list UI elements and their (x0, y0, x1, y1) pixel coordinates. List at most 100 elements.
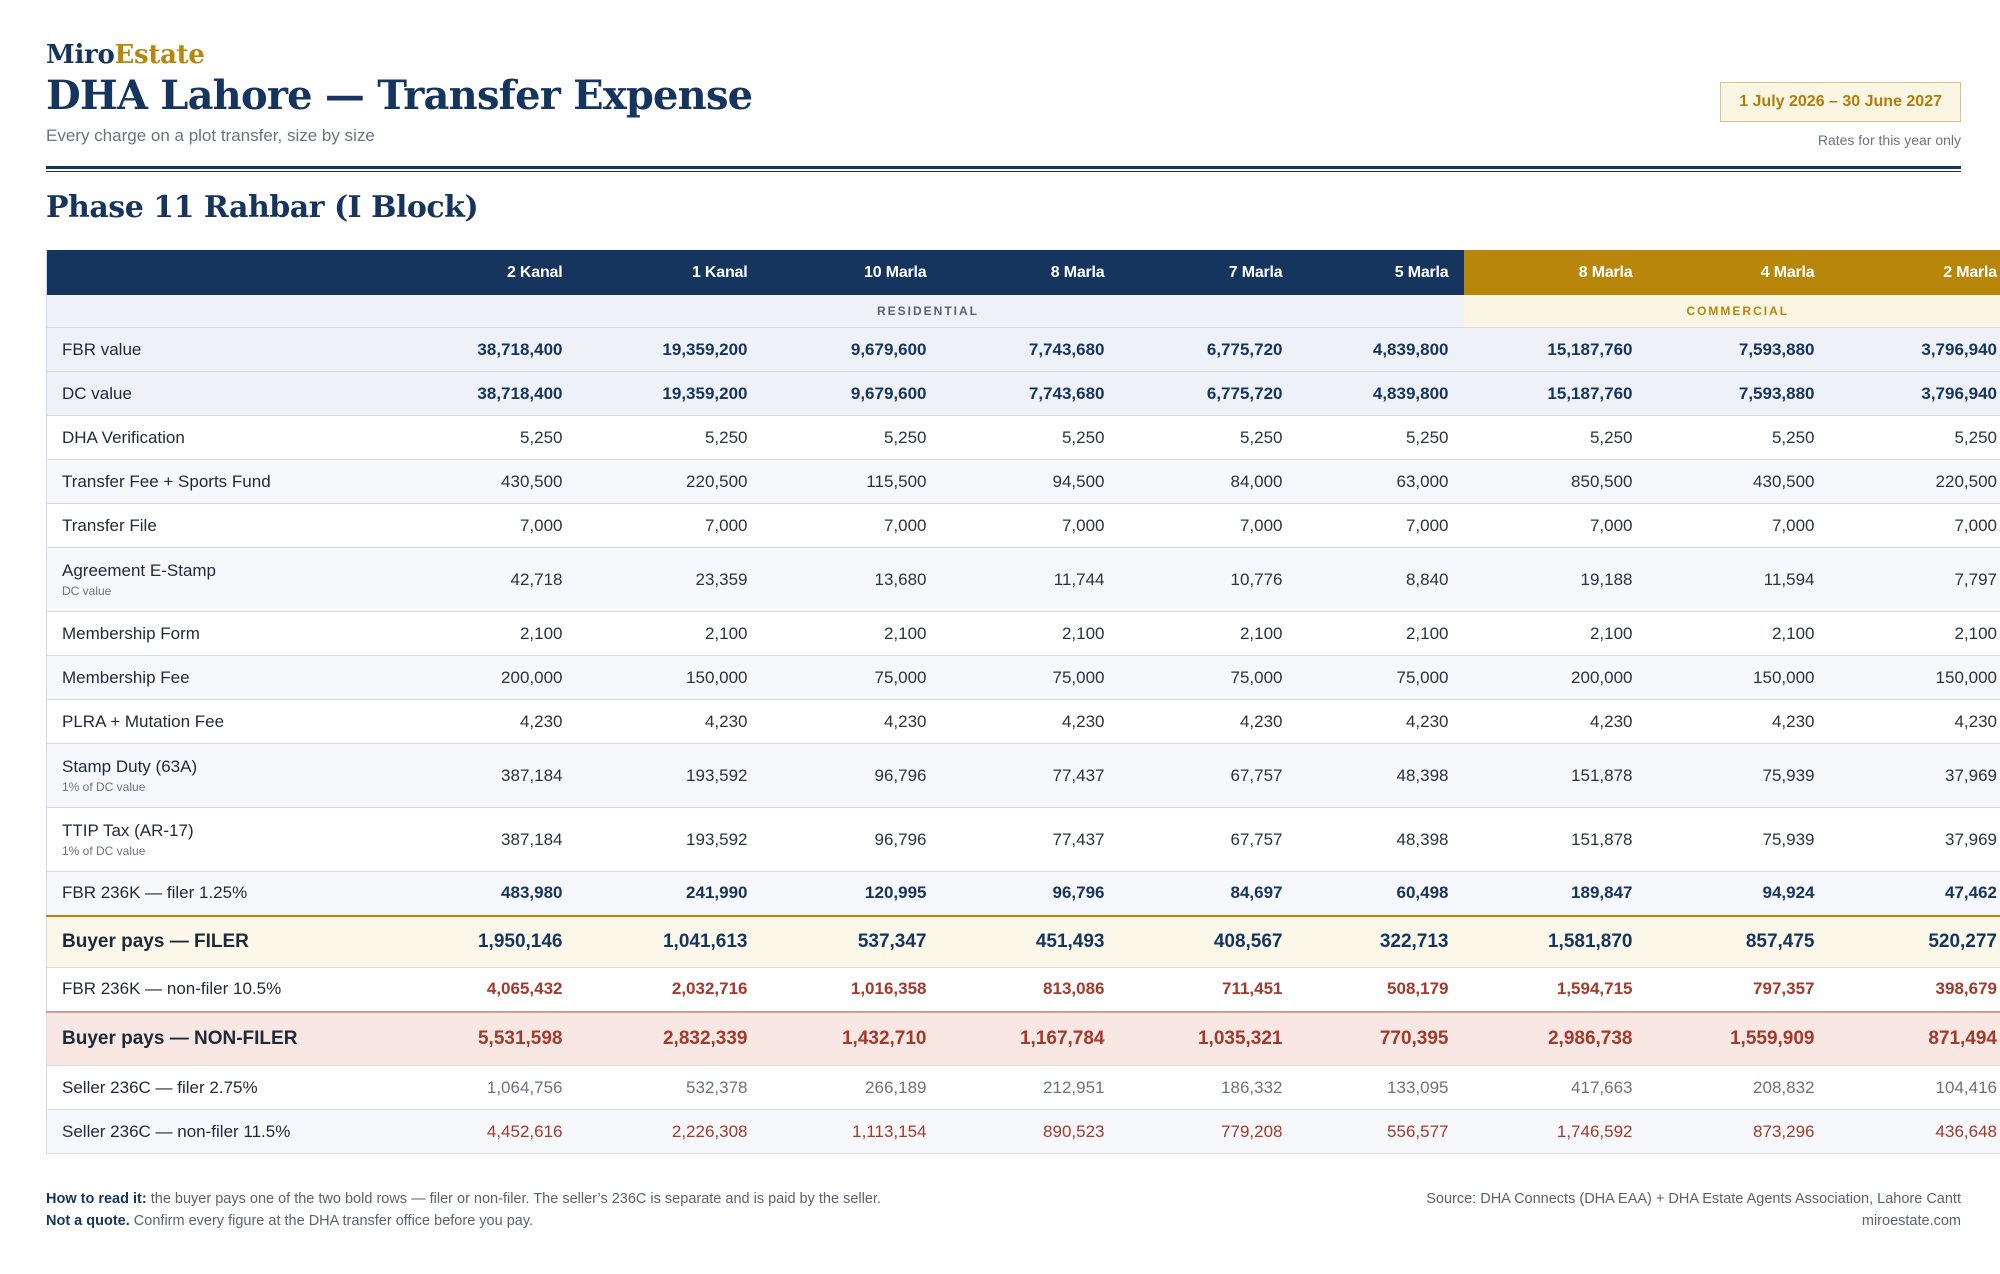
value-cell: 75,000 (1119, 655, 1298, 700)
value-cell: 1,950,146 (392, 914, 578, 968)
row-label-text: Seller 236C — non-filer 11.5% (62, 1121, 291, 1141)
value-cell: 1,559,909 (1647, 1010, 1830, 1066)
value-cell: 322,713 (1297, 914, 1464, 968)
value-cell: 120,995 (762, 871, 942, 916)
table-row: Membership Fee 200,000 150,000 75,000 75,000… (46, 655, 2000, 700)
value-cell: 200,000 (1463, 655, 1648, 700)
value-cell: 37,969 (1829, 807, 2000, 872)
value-cell: 7,000 (577, 503, 763, 548)
how-label: How to read it: (46, 1191, 147, 1207)
value-cell: 75,939 (1647, 807, 1830, 872)
value-cell: 7,000 (1119, 503, 1298, 548)
value-cell: 430,500 (392, 459, 578, 504)
website-link[interactable]: miroestate.com (1861, 1213, 1961, 1229)
group-commercial: COMMERCIAL (1463, 295, 2000, 328)
table-row: TTIP Tax (AR-17) 1% of DC value 387,184 193… (46, 807, 2000, 872)
col-header-commercial: 8 Marla (1463, 250, 1648, 295)
value-cell: 96,796 (762, 807, 942, 872)
value-cell: 104,416 (1829, 1065, 2000, 1110)
table-row: Buyer pays — NON-FILER 5,531,598 2,832,339… (46, 1010, 2000, 1066)
value-cell: 75,000 (1297, 655, 1464, 700)
row-note: DC value (62, 584, 112, 598)
value-cell: 186,332 (1119, 1065, 1298, 1110)
value-cell: 208,832 (1647, 1065, 1830, 1110)
row-label-text: Buyer pays — FILER (62, 930, 249, 952)
value-cell: 7,000 (1297, 503, 1464, 548)
row-label-text: FBR 236K — filer 1.25% (62, 883, 248, 903)
value-cell: 5,250 (1647, 415, 1830, 460)
date-range-badge: 1 July 2026 – 30 June 2027 (1720, 82, 1961, 122)
col-header: 2 Kanal (392, 250, 578, 295)
value-cell: 4,230 (1829, 699, 2000, 744)
quote-text: Confirm every figure at the DHA transfer… (129, 1213, 534, 1229)
value-cell: 1,016,358 (762, 967, 942, 1012)
value-cell: 7,593,880 (1647, 327, 1830, 372)
value-cell: 7,000 (941, 503, 1120, 548)
table-row: FBR 236K — non-filer 10.5% 4,065,432 2,032… (46, 967, 2000, 1012)
value-cell: 19,359,200 (577, 371, 763, 416)
value-cell: 2,100 (577, 611, 763, 656)
value-cell: 67,757 (1119, 807, 1298, 872)
group-row: RESIDENTIAL COMMERCIAL (46, 295, 2000, 328)
value-cell: 5,250 (392, 415, 578, 460)
value-cell: 520,277 (1829, 914, 2000, 968)
value-cell: 96,796 (941, 871, 1120, 916)
value-cell: 4,452,616 (392, 1109, 578, 1154)
value-cell: 8,840 (1297, 547, 1464, 612)
value-cell: 189,847 (1463, 871, 1648, 916)
value-cell: 13,680 (762, 547, 942, 612)
value-cell: 7,000 (1829, 503, 2000, 548)
group-blank (46, 295, 393, 328)
value-cell: 436,648 (1829, 1109, 2000, 1154)
value-cell: 532,378 (577, 1065, 763, 1110)
row-label-text: Seller 236C — filer 2.75% (62, 1077, 258, 1097)
value-cell: 11,594 (1647, 547, 1830, 612)
value-cell: 96,796 (762, 743, 942, 808)
how-text: the buyer pays one of the two bold rows … (146, 1191, 881, 1207)
row-label: Buyer pays — FILER (46, 914, 393, 968)
value-cell: 266,189 (762, 1065, 942, 1110)
rates-note: Rates for this year only (1817, 132, 1961, 148)
row-label: Stamp Duty (63A) 1% of DC value (46, 743, 393, 808)
value-cell: 150,000 (1647, 655, 1830, 700)
row-label-text: Membership Form (62, 623, 200, 643)
row-label-text: Agreement E-Stamp (62, 561, 217, 580)
table-row: Seller 236C — filer 2.75% 1,064,756 532,37… (46, 1065, 2000, 1110)
row-label-text: Stamp Duty (63A) (62, 757, 198, 776)
value-cell: 779,208 (1119, 1109, 1298, 1154)
value-cell: 220,500 (1829, 459, 2000, 504)
section-title: Phase 11 Rahbar (I Block) (46, 190, 479, 225)
table-row: Agreement E-Stamp DC value 42,718 23,359 13,… (46, 547, 2000, 612)
value-cell: 77,437 (941, 807, 1120, 872)
brand-logo: MiroEstate (46, 40, 1961, 70)
value-cell: 7,000 (762, 503, 942, 548)
row-label: DHA Verification (46, 415, 393, 460)
value-cell: 1,746,592 (1463, 1109, 1648, 1154)
value-cell: 150,000 (1829, 655, 2000, 700)
value-cell: 5,250 (1463, 415, 1648, 460)
value-cell: 241,990 (577, 871, 763, 916)
value-cell: 9,679,600 (762, 327, 942, 372)
row-label-text: Transfer File (62, 515, 157, 535)
value-cell: 850,500 (1463, 459, 1648, 504)
value-cell: 3,796,940 (1829, 371, 2000, 416)
value-cell: 2,100 (1463, 611, 1648, 656)
value-cell: 42,718 (392, 547, 578, 612)
source-text: Source: DHA Connects (DHA EAA) + DHA Est… (1426, 1191, 1961, 1207)
value-cell: 75,000 (941, 655, 1120, 700)
table-row: DHA Verification 5,250 5,250 5,250 5,250 5,25… (46, 415, 2000, 460)
value-cell: 2,100 (1297, 611, 1464, 656)
value-cell: 94,924 (1647, 871, 1830, 916)
value-cell: 19,359,200 (577, 327, 763, 372)
value-cell: 4,230 (577, 699, 763, 744)
value-cell: 5,531,598 (392, 1010, 578, 1066)
value-cell: 77,437 (941, 743, 1120, 808)
value-cell: 1,594,715 (1463, 967, 1648, 1012)
value-cell: 7,797 (1829, 547, 2000, 612)
value-cell: 417,663 (1463, 1065, 1648, 1110)
footer-source: Source: DHA Connects (DHA EAA) + DHA Est… (1426, 1188, 1961, 1232)
row-label: Seller 236C — non-filer 11.5% (46, 1109, 393, 1154)
value-cell: 7,000 (1647, 503, 1830, 548)
row-label: Agreement E-Stamp DC value (46, 547, 393, 612)
table-row: Buyer pays — FILER 1,950,146 1,041,613 537,… (46, 914, 2000, 968)
